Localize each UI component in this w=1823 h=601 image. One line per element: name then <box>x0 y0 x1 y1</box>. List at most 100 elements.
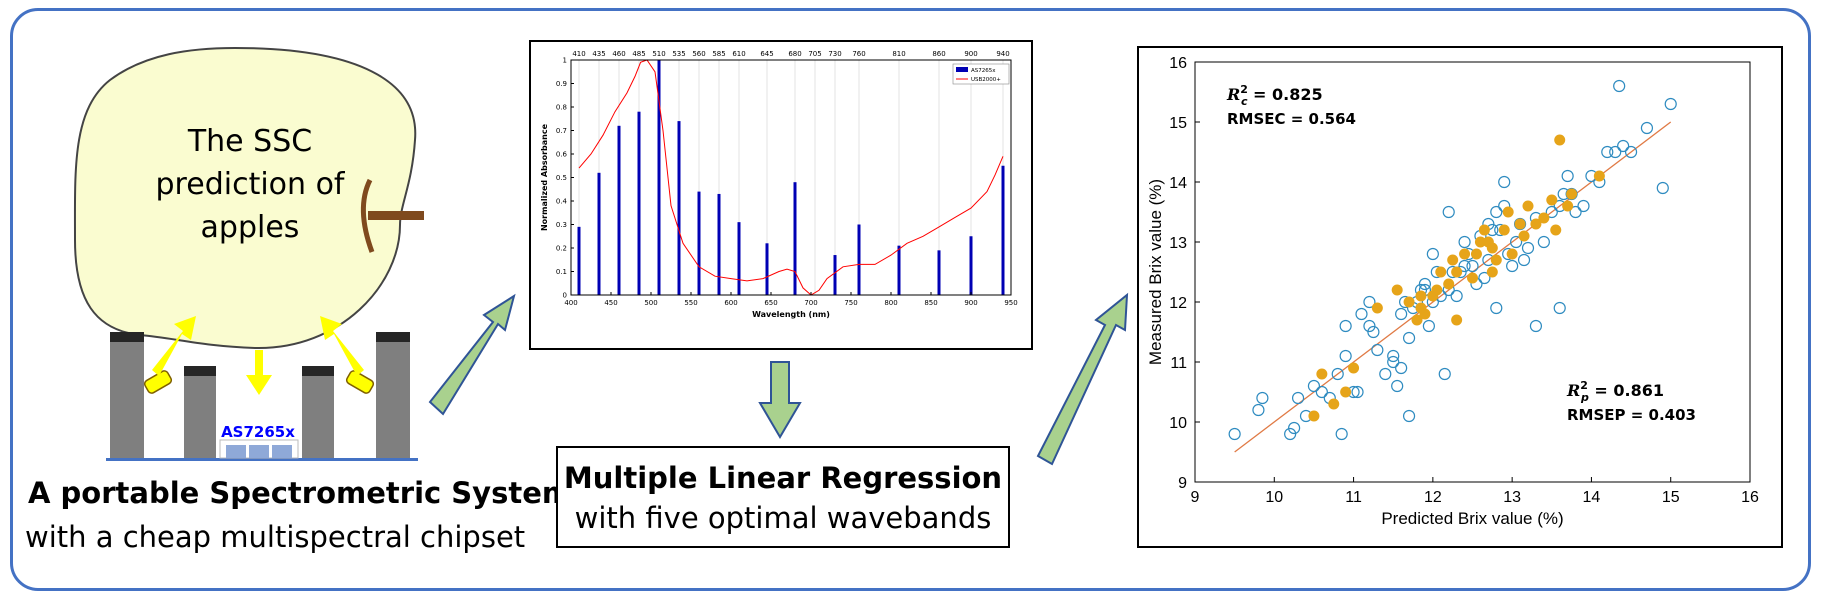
calibration-point <box>1379 367 1392 381</box>
spectrum-y-tick-label: 1 <box>563 57 567 65</box>
calibration-point <box>1371 343 1384 357</box>
spectrum-x-tick-label: 450 <box>604 299 617 307</box>
spectrum-y-tick-label: 0.8 <box>556 104 567 112</box>
calibration-point <box>1363 295 1376 309</box>
calibration-point <box>1450 289 1463 303</box>
spectrum-top-tick-label: 460 <box>612 50 625 58</box>
spectrum-x-tick-label: 400 <box>564 299 577 307</box>
spectrum-y-tick-label: 0.6 <box>556 151 568 159</box>
scatter-y-tick-label: 10 <box>1169 415 1187 432</box>
calibration-point <box>1553 301 1566 315</box>
prediction-point <box>1316 368 1328 380</box>
prediction-point <box>1546 194 1558 206</box>
spectrum-x-tick-label: 850 <box>924 299 937 307</box>
pillar-cap-3 <box>302 366 334 376</box>
chip-label: AS7265x <box>221 423 295 441</box>
prediction-point <box>1348 362 1360 374</box>
spectrum-bar <box>1001 165 1005 295</box>
spectrum-bar <box>969 236 973 295</box>
spectrum-line-usb2000 <box>578 59 1004 296</box>
scatter-x-tick-label: 10 <box>1265 489 1283 506</box>
calibration-point <box>1284 427 1297 441</box>
calibration-point <box>1490 301 1503 315</box>
scatter-y-tick-label: 9 <box>1178 475 1187 492</box>
prediction-point <box>1498 224 1510 236</box>
spectrum-top-tick-label: 760 <box>852 50 865 58</box>
prediction-point <box>1486 242 1498 254</box>
calibration-point <box>1418 277 1432 291</box>
calibration-point <box>1577 199 1590 213</box>
spectrum-bar <box>833 255 837 295</box>
calibration-point <box>1438 367 1451 381</box>
pillar-cap-2 <box>184 366 216 376</box>
calibration-point <box>1537 235 1550 249</box>
light-arrow-right <box>320 316 364 376</box>
spectrum-x-axis-label: Wavelength (nm) <box>752 310 830 319</box>
spectrum-top-tick-label: 435 <box>592 50 605 58</box>
chip-cell-1 <box>226 445 246 458</box>
apple-stem <box>368 211 424 220</box>
prediction-point <box>1562 200 1574 212</box>
spectrum-y-tick-label: 0.4 <box>556 198 568 206</box>
scatter-chart-svg: 9 10 11 12 13 14 15 16 9 10 11 12 13 14 15 16 Predicted… <box>1146 55 1759 528</box>
prediction-point <box>1459 248 1471 260</box>
prediction-r2-label: R2 p = 0.861 <box>1566 379 1664 404</box>
apple-label: The SSC prediction of apples <box>155 124 345 245</box>
spectrum-top-tick-label: 485 <box>632 50 645 58</box>
system-subtitle: with a cheap multispectral chipset <box>25 520 526 554</box>
calibration-point <box>1422 319 1435 333</box>
scatter-x-tick-label: 16 <box>1741 489 1759 506</box>
spectrum-x-tick-label: 550 <box>684 299 697 307</box>
prediction-point <box>1391 284 1403 296</box>
calibration-point <box>1351 385 1364 399</box>
spectrum-top-tick-label: 730 <box>828 50 841 58</box>
spectrum-top-tick-label: 560 <box>692 50 705 58</box>
spectrum-top-tick-label: 900 <box>964 50 977 58</box>
prediction-point <box>1443 278 1455 290</box>
scatter-y-tick-label: 14 <box>1169 175 1187 192</box>
chip-cell-3 <box>272 445 292 458</box>
calibration-point <box>1395 307 1408 321</box>
pillar-2 <box>184 368 216 458</box>
calibration-point <box>1363 319 1376 333</box>
spectrum-x-tick-label: 750 <box>844 299 857 307</box>
prediction-point <box>1538 212 1550 224</box>
calibration-point <box>1288 421 1301 435</box>
spectrum-top-tick-label: 680 <box>788 50 801 58</box>
prediction-point <box>1478 224 1490 236</box>
calibration-point <box>1387 355 1400 369</box>
calibration-point <box>1617 139 1630 153</box>
spectrum-x-tick-label: 600 <box>724 299 737 307</box>
flow-arrow-down <box>758 361 802 439</box>
calibration-point <box>1529 319 1543 333</box>
scatter-plot-area <box>1194 61 1751 483</box>
prediction-point <box>1447 254 1459 266</box>
light-sources <box>143 316 375 395</box>
calibration-point <box>1315 385 1328 399</box>
calibration-point <box>1228 427 1241 441</box>
pillar-1 <box>110 334 144 458</box>
calibration-point <box>1478 271 1491 285</box>
prediction-point <box>1530 218 1542 230</box>
prediction-point <box>1435 266 1447 278</box>
spectrum-plot-area <box>570 59 1012 296</box>
spectrum-top-tick-label: 410 <box>572 50 585 58</box>
calibration-point <box>1395 361 1408 375</box>
calibration-point <box>1256 391 1269 405</box>
spectrum-chart: 410 435 460 485 510 535 560 585 610 645 680 705 730 7… <box>529 40 1033 350</box>
spectrum-y-tick-label: 0.9 <box>556 80 567 88</box>
calibration-point <box>1252 403 1265 417</box>
spectrum-y-tick-label: 0.1 <box>556 268 567 276</box>
prediction-point <box>1514 218 1526 230</box>
spectrum-top-tick-label: 645 <box>760 50 773 58</box>
prediction-point <box>1308 410 1320 422</box>
calibration-point <box>1391 379 1404 393</box>
spectrum-y-tick-label: 0.7 <box>556 127 567 135</box>
scatter-y-axis-label: Measured Brix value (%) <box>1146 179 1165 365</box>
scatter-x-tick-label: 13 <box>1503 489 1521 506</box>
spectrum-x-tick-label: 650 <box>764 299 777 307</box>
spectrum-legend-as7265x: AS7265x <box>971 68 996 74</box>
calibration-point <box>1367 325 1380 339</box>
flow-arrow-2 <box>1036 292 1129 466</box>
scatter-chart: 9 10 11 12 13 14 15 16 9 10 11 12 13 14 15 16 Predicted… <box>1137 46 1783 548</box>
